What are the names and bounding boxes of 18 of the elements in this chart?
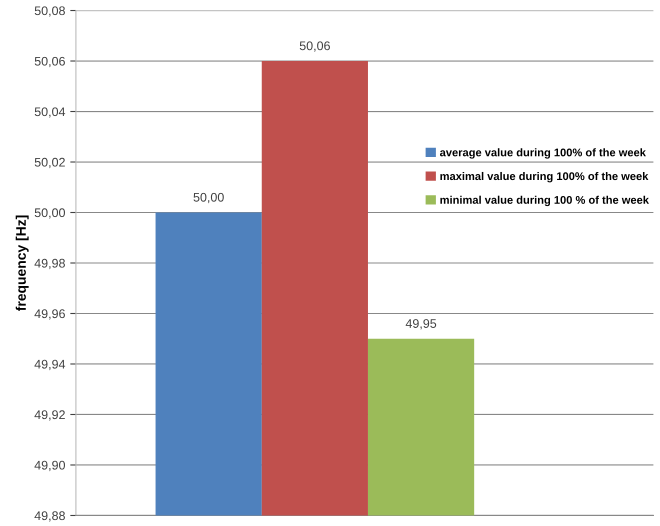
y-tick-label: 50,00 (34, 208, 65, 219)
data-label: 49,95 (406, 319, 436, 330)
y-tick-label: 50,06 (34, 56, 65, 68)
legend-label: average value during 100% of the week (440, 148, 646, 159)
data-label: 50,06 (300, 41, 330, 52)
data-label: 50,00 (194, 192, 224, 204)
y-tick-label: 50,04 (34, 107, 66, 118)
y-tick-label: 49,90 (34, 460, 65, 472)
y-tick-label: 49,98 (34, 258, 65, 270)
y-tick-label: 49,96 (34, 309, 65, 320)
y-axis-title: frequency [Hz] (16, 216, 29, 311)
y-tick-label: 49,88 (34, 511, 65, 522)
y-tick-label: 49,94 (34, 360, 66, 370)
y-tick-label: 50,02 (34, 158, 65, 168)
legend-label: minimal value during 100 % of the week (440, 196, 649, 206)
legend-label: maximal value during 100% of the week (440, 172, 648, 182)
y-tick-label: 49,92 (34, 410, 65, 421)
y-tick-label: 50,08 (34, 6, 65, 17)
